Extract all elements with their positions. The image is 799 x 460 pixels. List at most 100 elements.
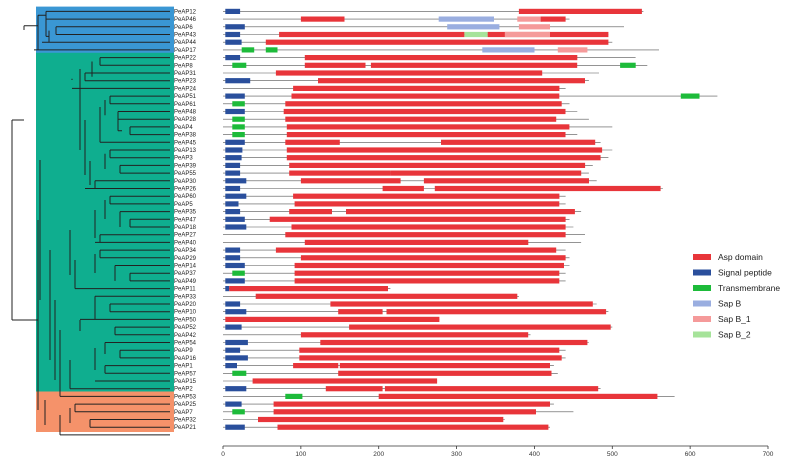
protein-track xyxy=(223,8,644,14)
sig-domain xyxy=(225,170,241,176)
gene-label: PeAP10 xyxy=(174,310,197,316)
protein-track xyxy=(223,201,566,207)
asp-domain xyxy=(225,316,440,322)
gene-label: PeAP34 xyxy=(174,248,197,254)
legend-label: Signal peptide xyxy=(718,268,772,278)
legend-label: Sap B_1 xyxy=(718,314,751,324)
protein-track xyxy=(223,347,566,353)
gene-label: PeAP33 xyxy=(174,294,197,300)
asp-domain xyxy=(275,247,557,253)
tm-domain xyxy=(232,62,247,68)
sig-domain xyxy=(225,31,241,38)
asp-domain xyxy=(277,424,549,430)
axis-tick-label: 600 xyxy=(685,451,696,458)
tm-domain xyxy=(232,270,245,276)
tm-domain xyxy=(232,116,245,122)
gene-label: PeAP25 xyxy=(174,402,197,408)
sig-domain xyxy=(225,424,245,430)
asp-domain xyxy=(293,193,560,199)
protein-track xyxy=(223,262,570,269)
protein-track xyxy=(223,393,675,399)
gene-label: PeAP40 xyxy=(174,240,197,246)
sig-domain xyxy=(225,78,251,84)
asp-domain xyxy=(325,386,383,392)
asp-domain xyxy=(293,363,339,369)
gene-label: PeAP49 xyxy=(174,279,197,285)
sig-domain xyxy=(225,55,241,61)
sapb1-domain xyxy=(517,16,543,22)
sig-domain xyxy=(225,185,241,192)
axis-tick-label: 100 xyxy=(295,451,306,458)
sapb-domain xyxy=(482,47,535,53)
protein-track xyxy=(223,255,570,261)
gene-label: PeAP39 xyxy=(174,163,197,169)
sig-domain xyxy=(225,309,247,315)
gene-label: PeAP46 xyxy=(174,17,197,23)
asp-domain xyxy=(300,332,529,338)
gene-label: PeAP17 xyxy=(174,48,197,54)
gene-label: PeAP26 xyxy=(174,187,197,193)
legend-swatch xyxy=(693,300,711,307)
asp-domain xyxy=(286,124,570,130)
asp-domain xyxy=(291,93,560,99)
gene-label: PeAP9 xyxy=(174,348,193,354)
asp-domain xyxy=(434,185,661,192)
legend-swatch xyxy=(693,316,711,322)
sig-domain xyxy=(225,363,237,369)
gene-label: PeAP50 xyxy=(174,317,197,323)
protein-track xyxy=(223,78,589,84)
tm-domain xyxy=(241,47,255,53)
asp-domain xyxy=(269,216,566,222)
length-axis: 0 100 200 300 400 500 600 700 xyxy=(221,445,774,458)
asp-domain xyxy=(279,31,465,38)
sig-domain xyxy=(225,139,245,145)
asp-domain xyxy=(518,8,642,14)
asp-domain xyxy=(285,101,562,107)
asp-domain xyxy=(300,16,345,22)
sapb1-domain xyxy=(504,31,550,38)
axis-tick-label: 0 xyxy=(221,451,225,458)
asp-domain xyxy=(299,355,562,361)
axis-tick-label: 700 xyxy=(763,451,774,458)
protein-track xyxy=(223,401,554,407)
asp-domain xyxy=(330,301,593,307)
gene-label: PeAP23 xyxy=(174,79,197,85)
gene-label: PeAP16 xyxy=(174,356,197,362)
gene-label: PeAP43 xyxy=(174,33,197,39)
tm-domain xyxy=(232,101,245,107)
asp-domain xyxy=(273,401,550,407)
gene-label: PeAP31 xyxy=(174,71,197,77)
sig-domain xyxy=(225,108,245,115)
sig-domain xyxy=(225,155,242,161)
gene-label: PeAP3 xyxy=(174,156,193,162)
tm-domain xyxy=(265,47,278,53)
protein-track xyxy=(223,31,609,38)
protein-track xyxy=(223,370,558,376)
sapb-domain xyxy=(447,24,500,30)
gene-label: PeAP1 xyxy=(174,364,193,370)
asp-domain xyxy=(255,293,518,299)
asp-domain xyxy=(346,209,575,215)
gene-label: PeAP53 xyxy=(174,394,197,400)
gene-label: PeAP44 xyxy=(174,40,197,46)
protein-track xyxy=(223,93,718,99)
gene-label: PeAP11 xyxy=(174,287,196,293)
axis-tick-label: 300 xyxy=(451,451,462,458)
gene-label: PeAP60 xyxy=(174,194,197,200)
protein-track xyxy=(223,162,593,168)
protein-track xyxy=(223,309,609,315)
gene-label: PeAP38 xyxy=(174,133,197,139)
asp-domain xyxy=(300,255,566,261)
gene-label: PeAP32 xyxy=(174,418,197,424)
sig-domain xyxy=(225,209,241,215)
protein-track xyxy=(223,301,597,307)
phylogenetic-tree xyxy=(11,10,170,436)
axis-tick-label: 400 xyxy=(529,451,540,458)
tm-domain xyxy=(232,124,245,130)
sig-domain xyxy=(225,301,241,307)
sig-domain xyxy=(225,286,230,292)
protein-track xyxy=(223,85,566,91)
asp-domain xyxy=(275,70,543,76)
gene-label: PeAP27 xyxy=(174,233,197,239)
